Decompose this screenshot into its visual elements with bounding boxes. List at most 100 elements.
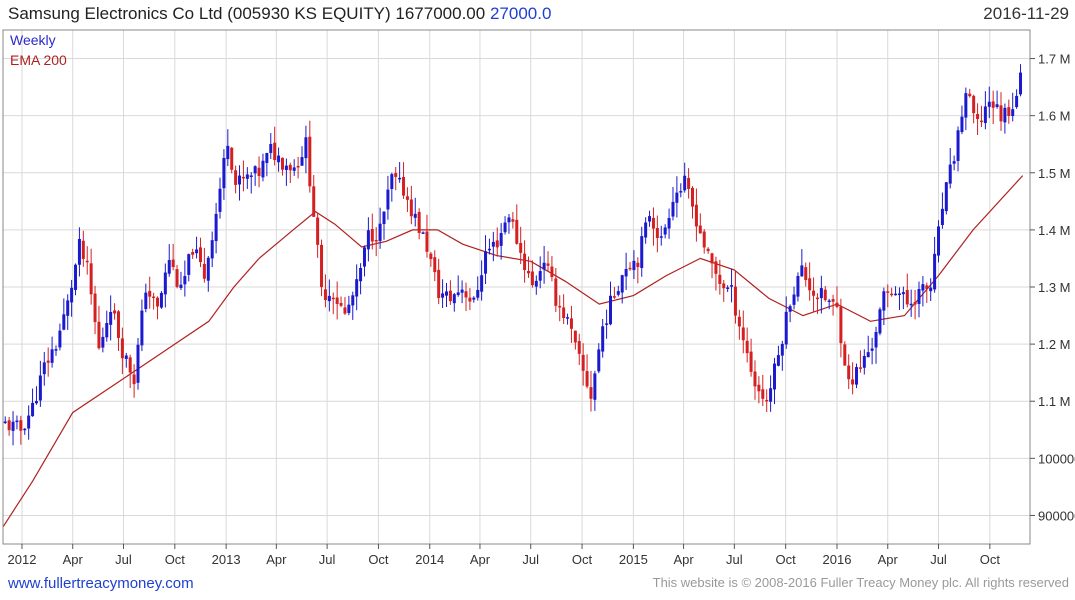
candle-up xyxy=(362,247,366,267)
x-tick-label: Oct xyxy=(368,552,389,567)
candle-up xyxy=(413,213,417,218)
candle-up xyxy=(460,289,464,293)
candle-down xyxy=(812,290,816,296)
candle-down xyxy=(519,242,523,253)
candle-up xyxy=(784,311,788,345)
candle-up xyxy=(671,201,675,217)
candle-down xyxy=(698,225,702,234)
x-tick-label: Jul xyxy=(115,552,132,567)
candle-up xyxy=(624,268,628,277)
candle-up xyxy=(222,157,226,189)
candle-up xyxy=(50,349,54,363)
candle-down xyxy=(972,95,976,114)
candle-up xyxy=(206,257,210,281)
candle-down xyxy=(515,219,519,244)
price-change: 27000.0 xyxy=(489,4,552,23)
candle-up xyxy=(484,251,488,274)
candle-down xyxy=(706,248,710,252)
candle-up xyxy=(667,218,671,229)
candle-up xyxy=(796,276,800,297)
x-tick-label: Jul xyxy=(930,552,947,567)
candle-up xyxy=(421,232,425,234)
candle-down xyxy=(308,136,312,187)
candle-up xyxy=(948,164,952,184)
candle-up xyxy=(58,330,62,348)
candle-up xyxy=(792,294,796,305)
candle-down xyxy=(198,247,202,263)
candle-up xyxy=(616,291,620,295)
candle-up xyxy=(956,130,960,161)
candle-up xyxy=(964,93,968,118)
chart-title: Samsung Electronics Co Ltd (005930 KS EQ… xyxy=(8,4,551,24)
x-tick-label: 2012 xyxy=(8,552,37,567)
candle-up xyxy=(921,284,925,291)
candle-down xyxy=(589,387,593,399)
candle-down xyxy=(288,164,292,171)
candle-down xyxy=(765,399,769,402)
candle-down xyxy=(687,177,691,189)
candle-up xyxy=(878,309,882,334)
candle-down xyxy=(148,290,152,297)
candle-down xyxy=(554,278,558,306)
candle-down xyxy=(999,105,1003,122)
candle-down xyxy=(429,253,433,260)
candle-up xyxy=(124,355,128,359)
candle-down xyxy=(573,330,577,343)
candle-down xyxy=(202,263,206,279)
candle-up xyxy=(38,375,42,401)
ema-200-line xyxy=(2,175,1024,528)
candle-up xyxy=(23,428,27,431)
y-tick-label: 1.5 M xyxy=(1038,166,1071,181)
chart-date: 2016-11-29 xyxy=(983,4,1069,23)
x-tick-label: 2013 xyxy=(212,552,241,567)
candle-down xyxy=(46,360,50,363)
candle-down xyxy=(749,351,753,372)
candle-down xyxy=(409,199,413,217)
candle-up xyxy=(444,291,448,296)
candle-up xyxy=(929,287,933,292)
candle-down xyxy=(374,240,378,242)
candle-up xyxy=(159,292,163,308)
candle-up xyxy=(327,295,331,302)
candle-down xyxy=(113,310,117,314)
candle-down xyxy=(530,271,534,286)
candle-up xyxy=(441,293,445,298)
candle-down xyxy=(448,290,452,302)
candle-up xyxy=(74,264,78,290)
candle-up xyxy=(620,275,624,293)
candle-up xyxy=(538,271,542,281)
candle-up xyxy=(566,317,570,319)
candle-up xyxy=(659,236,663,238)
x-tick-label: Oct xyxy=(980,552,1001,567)
x-tick-label: 2015 xyxy=(619,552,648,567)
x-tick-label: Apr xyxy=(266,552,287,567)
title-text: Samsung Electronics Co Ltd (005930 KS EQ… xyxy=(8,4,486,23)
x-tick-label: Jul xyxy=(522,552,539,567)
candle-down xyxy=(581,354,585,371)
x-tick-label: Oct xyxy=(572,552,593,567)
copyright-notice: This website is © 2008-2016 Fuller Treac… xyxy=(652,575,1069,590)
candle-up xyxy=(987,101,991,107)
candle-up xyxy=(163,272,167,295)
candle-down xyxy=(694,204,698,227)
candle-up xyxy=(183,276,187,285)
candle-up xyxy=(218,188,222,212)
candle-down xyxy=(120,338,124,359)
candle-down xyxy=(815,297,819,300)
weekly-candle-series xyxy=(3,64,1023,446)
candle-up xyxy=(54,349,58,351)
site-link[interactable]: www.fullertreacymoney.com xyxy=(8,575,194,592)
candle-up xyxy=(909,303,913,306)
candle-up xyxy=(284,165,288,170)
candle-down xyxy=(886,291,890,293)
candle-up xyxy=(265,152,269,164)
candle-down xyxy=(191,252,195,255)
x-axis: 2012 Apr Jul Oct 2013 Apr Jul Oct 2014 Apr Jul Oct 2… xyxy=(8,544,1001,567)
candle-down xyxy=(733,286,737,316)
candle-up xyxy=(253,166,257,174)
y-tick-label: 1.7 M xyxy=(1038,52,1071,67)
candle-up xyxy=(179,284,183,289)
y-tick-label: 1.1 M xyxy=(1038,394,1071,409)
candle-down xyxy=(339,303,343,306)
